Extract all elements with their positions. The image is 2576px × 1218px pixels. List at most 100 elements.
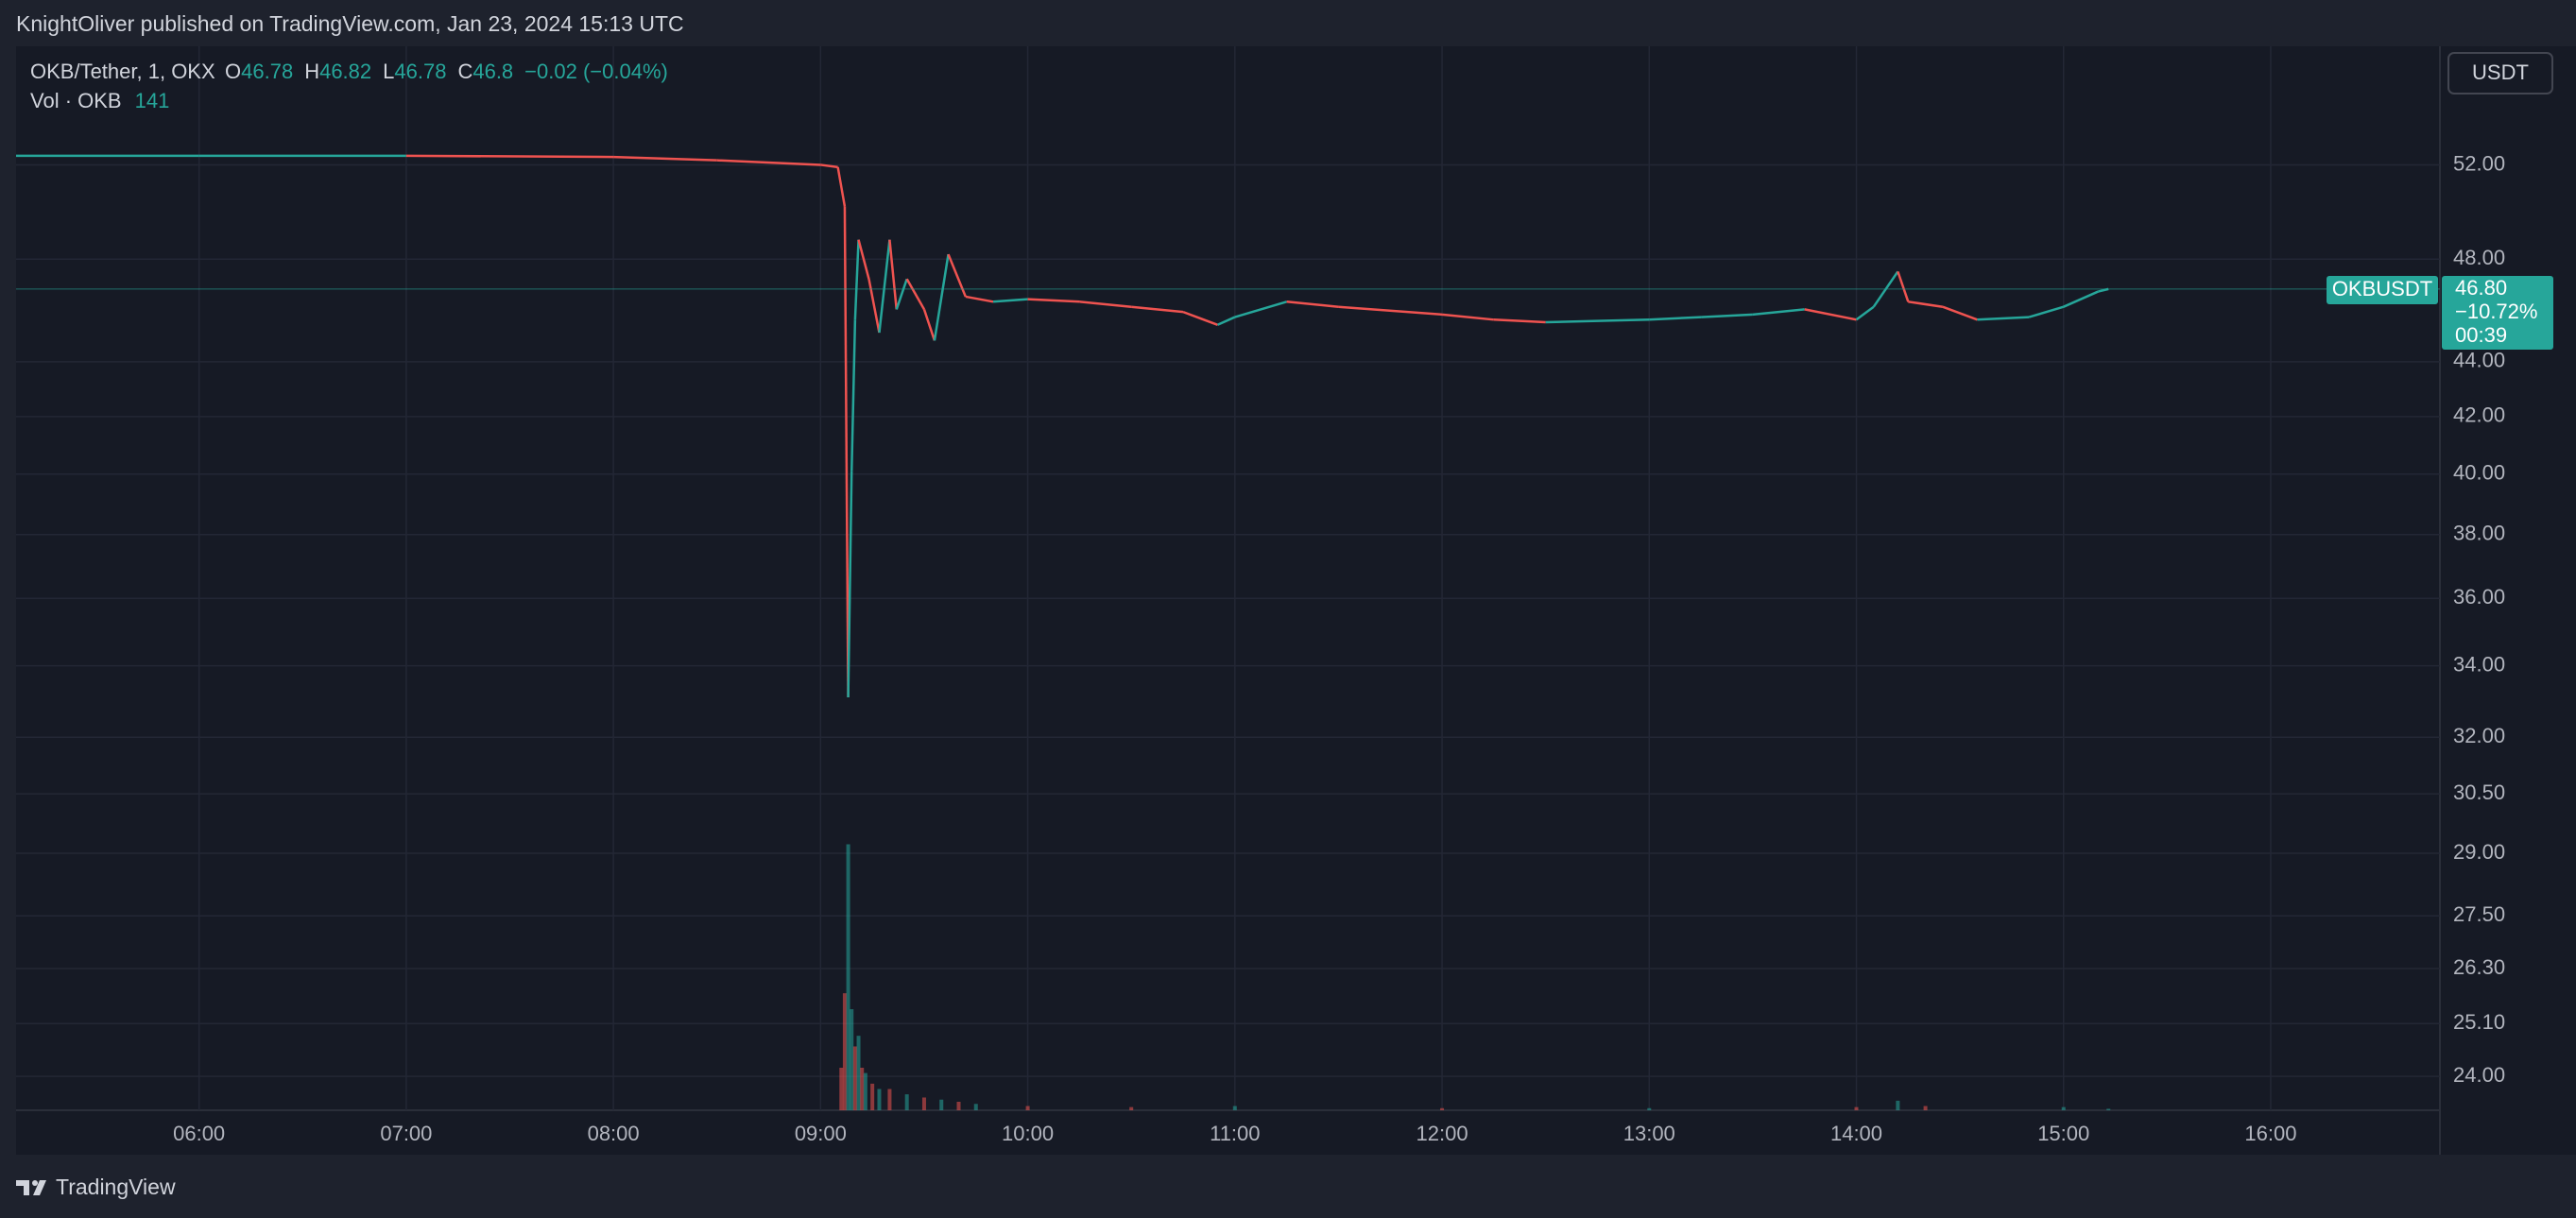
legend-change: −0.02 (−0.04%) [524, 60, 668, 83]
legend-symbol: OKB/Tether, 1, OKX [30, 60, 215, 83]
price-segment [1897, 270, 1910, 302]
volume-bar [1129, 1106, 1134, 1110]
volume-bar [939, 1099, 944, 1110]
legend-volume: Vol · OKB 141 [30, 89, 169, 112]
x-tick-label: 14:00 [1830, 1122, 1882, 1145]
legend-volume-label: Vol · OKB [30, 89, 122, 112]
price-segment [1182, 310, 1218, 326]
plot [16, 46, 2440, 1110]
y-tick-label: 25.10 [2453, 1010, 2505, 1034]
legend-low-label: L [383, 60, 394, 83]
price-segment [965, 295, 994, 303]
y-tick-label: 24.00 [2453, 1063, 2505, 1087]
y-tick-label: 27.50 [2453, 902, 2505, 926]
price-badge-countdown: 00:39 [2455, 323, 2507, 347]
price-segment [613, 155, 717, 162]
volume-bar [863, 1072, 867, 1110]
y-tick-label: 48.00 [2453, 246, 2505, 269]
legend-ohlc: O46.78 H46.82 L46.78 C46.8 −0.02 (−0.04%) [225, 60, 668, 83]
x-tick-label: 12:00 [1417, 1122, 1468, 1145]
x-tick-label: 09:00 [795, 1122, 847, 1145]
price-segment [888, 239, 898, 310]
volume-bar [860, 1067, 865, 1110]
y-tick-label: 32.00 [2453, 724, 2505, 747]
price-segment [1942, 305, 1978, 321]
legend-close-label: C [457, 60, 472, 83]
legend-volume-value: 141 [135, 89, 170, 112]
price-segment [992, 298, 1028, 303]
price-badge-change: −10.72% [2455, 300, 2537, 323]
price-segment [1131, 305, 1184, 314]
price-segment [1701, 313, 1753, 318]
y-tick-label: 30.50 [2453, 781, 2505, 804]
volume-bar [904, 1094, 909, 1110]
tv-logo [16, 1180, 46, 1195]
price-segment [895, 278, 908, 310]
x-tick-label: 11:00 [1210, 1122, 1260, 1145]
price-segment [405, 154, 614, 159]
header-title: KnightOliver published on TradingView.co… [16, 11, 684, 36]
y-tick-label: 36.00 [2453, 585, 2505, 609]
volume-bar [856, 1036, 861, 1110]
legend-close: 46.8 [472, 60, 513, 83]
volume-bar [2061, 1106, 2066, 1110]
price-segment [1752, 308, 1805, 317]
y-tick-label: 38.00 [2453, 522, 2505, 545]
price-segment [922, 309, 936, 341]
volume-bar [850, 1009, 854, 1110]
volume-bar [852, 1046, 857, 1110]
legend-low: 46.78 [394, 60, 446, 83]
price-segment [1079, 300, 1132, 308]
price-segment [820, 163, 838, 169]
legend-high-label: H [304, 60, 319, 83]
price-segment [933, 253, 950, 341]
volume-bar [956, 1101, 961, 1110]
volume-bar [1647, 1107, 1652, 1110]
price-segment [843, 206, 850, 698]
price-label: OKBUSDT 46.80 −10.72% 00:39 [2327, 276, 2553, 350]
price-segment [1286, 300, 1339, 308]
legend-high: 46.82 [319, 60, 371, 83]
legend-open-label: O [225, 60, 241, 83]
volume-bar [870, 1083, 875, 1110]
currency-button[interactable] [2447, 52, 2553, 94]
price-segment [847, 471, 853, 698]
price-segment [853, 239, 860, 320]
price-segment [905, 278, 926, 311]
symbol-badge [2327, 276, 2438, 304]
price-segment [1804, 308, 1857, 321]
x-tick-label: 06:00 [173, 1122, 225, 1145]
volume-bar [1923, 1106, 1928, 1110]
x-tick-label: 16:00 [2244, 1122, 2296, 1145]
price-segment [878, 239, 891, 334]
price-segment [1441, 313, 1494, 321]
volume-bar [877, 1089, 882, 1110]
price-badge [2442, 276, 2553, 350]
volume-bar [973, 1104, 978, 1110]
y-tick-label: 40.00 [2453, 461, 2505, 485]
pane [16, 46, 2440, 1155]
y-tick-label: 34.00 [2453, 652, 2505, 676]
x-tick-label: 15:00 [2037, 1122, 2089, 1145]
footer-brand: TradingView [56, 1175, 176, 1199]
volume-bar [921, 1097, 926, 1110]
volume-bar [1232, 1106, 1237, 1110]
price-segment [867, 279, 881, 334]
volume-bar [1025, 1106, 1030, 1110]
volume-bar [1440, 1107, 1445, 1110]
price-segment [1027, 298, 1080, 303]
price-segment [1493, 318, 1546, 324]
volume-bar [1854, 1106, 1859, 1110]
volume-bar [842, 993, 847, 1110]
tv-logo-dot [32, 1180, 38, 1186]
price-segment [857, 239, 870, 280]
price-segment [1545, 318, 1650, 324]
x-tick-label: 13:00 [1623, 1122, 1675, 1145]
x-tick-label: 07:00 [380, 1122, 432, 1145]
y-tick-label: 44.00 [2453, 349, 2505, 372]
price-segment [1217, 316, 1236, 326]
currency-label[interactable]: USDT [2472, 60, 2529, 84]
price-segment [947, 253, 967, 298]
x-tick-label: 08:00 [588, 1122, 640, 1145]
